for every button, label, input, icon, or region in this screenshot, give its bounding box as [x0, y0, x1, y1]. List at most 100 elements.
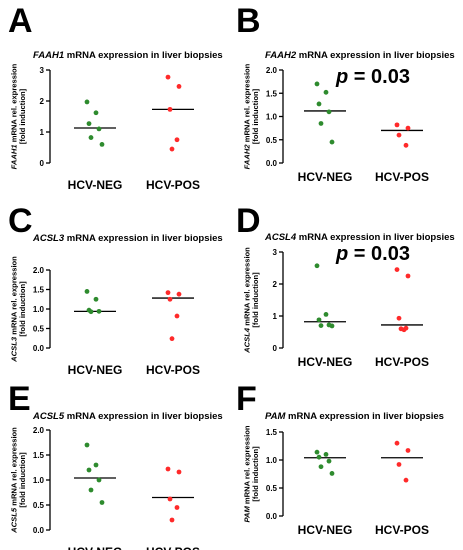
x-category-label: HCV-POS	[146, 178, 200, 192]
data-point	[326, 458, 332, 464]
y-axis-label-line2: [fold induction]	[251, 446, 260, 502]
y-tick-label: 1.0	[266, 456, 278, 465]
y-axis-label-line1: FAAH1 mRNA rel. expression	[9, 63, 18, 169]
data-point	[93, 296, 99, 302]
data-point	[165, 290, 171, 296]
y-axis-label: ACSL4 mRNA rel. expression[fold inductio…	[242, 247, 260, 354]
data-point	[396, 462, 402, 467]
data-point	[318, 121, 324, 126]
y-tick-label: 0.0	[266, 159, 278, 168]
y-tick-label: 0.0	[266, 512, 278, 521]
y-tick-label: 1.0	[33, 305, 45, 314]
ylabel-text: mRNA rel. expression	[9, 256, 18, 337]
data-point	[176, 291, 182, 297]
data-point	[96, 308, 102, 314]
y-tick-label: 0.5	[33, 325, 45, 334]
data-point	[318, 464, 324, 470]
data-point	[323, 89, 329, 95]
y-axis-label-line2: [fold induction]	[18, 281, 27, 337]
data-point	[84, 99, 90, 105]
data-point	[329, 323, 335, 329]
y-tick-label: 2	[40, 97, 45, 106]
y-tick-label: 2.0	[266, 66, 278, 75]
data-point	[329, 139, 335, 145]
panel-letter: E	[8, 380, 31, 418]
data-point	[394, 267, 400, 272]
y-tick-label: 0	[40, 159, 45, 168]
p-value-text: = 0.03	[348, 243, 410, 265]
title-gene: ACSL5	[32, 411, 65, 422]
y-tick-label: 0.0	[33, 526, 45, 535]
panel-letter: A	[8, 2, 33, 40]
data-point	[165, 74, 171, 80]
data-point	[174, 313, 180, 319]
data-point	[405, 273, 411, 279]
y-axis-label-line2: [fold induction]	[251, 272, 260, 328]
panel-letter: B	[236, 2, 261, 40]
y-tick-label: 2	[273, 280, 278, 289]
title-text: mRNA expression in liver biopsies	[64, 50, 223, 61]
data-point	[314, 81, 320, 87]
y-tick-label: 1.5	[33, 451, 45, 460]
y-axis-label-line1: ACSL4 mRNA rel. expression	[242, 247, 251, 354]
data-point	[93, 462, 99, 468]
data-point	[99, 500, 105, 505]
panel-c: C ACSL3 mRNA expression in liver biopsies…	[8, 202, 223, 377]
ylabel-gene: PAM	[242, 506, 251, 523]
title-gene: ACSL4	[264, 232, 297, 243]
ylabel-text: mRNA rel. expression	[9, 427, 18, 508]
ylabel-text: mRNA rel. expression	[242, 247, 251, 328]
data-point	[176, 84, 182, 89]
panel-title: FAAH2 mRNA expression in liver biopsies	[265, 50, 455, 61]
data-point	[169, 517, 175, 523]
y-tick-label: 2.0	[33, 266, 45, 275]
title-gene: FAAH2	[265, 50, 297, 61]
y-tick-label: 1	[40, 128, 45, 137]
x-category-label: HCV-NEG	[298, 523, 353, 537]
data-point	[169, 146, 175, 152]
data-point	[396, 315, 402, 321]
y-tick-label: 1.0	[266, 113, 278, 122]
title-gene: FAAH1	[33, 50, 64, 61]
title-text: mRNA expression in liver biopsies	[64, 233, 223, 244]
data-point	[316, 101, 322, 107]
ylabel-gene: ACSL3	[9, 336, 18, 363]
y-tick-label: 3	[273, 248, 278, 257]
data-point	[99, 142, 105, 147]
ylabel-gene: FAAH1	[9, 144, 18, 169]
y-tick-label: 0.5	[266, 136, 278, 145]
y-tick-label: 2.0	[33, 426, 45, 435]
data-point	[174, 137, 180, 143]
panel-d: D ACSL4 mRNA expression in liver biopsies…	[236, 202, 455, 369]
data-point	[84, 442, 90, 448]
p-value-annotation: p = 0.03	[335, 66, 410, 88]
title-text: mRNA expression in liver biopsies	[296, 232, 455, 243]
y-tick-label: 0.0	[33, 344, 45, 353]
data-point	[165, 466, 171, 472]
data-point	[401, 327, 407, 333]
y-tick-label: 1.5	[266, 89, 278, 98]
y-tick-label: 1.5	[33, 286, 45, 295]
x-category-label: HCV-POS	[146, 363, 200, 377]
data-point	[314, 263, 320, 269]
title-text: mRNA expression in liver biopsies	[64, 411, 223, 422]
y-axis-label-line1: ACSL5 mRNA rel. expression	[9, 427, 18, 534]
data-point	[403, 142, 409, 148]
x-category-label: HCV-NEG	[68, 178, 123, 192]
y-axis-label: ACSL3 mRNA rel. expression[fold inductio…	[9, 256, 27, 363]
y-axis-label: FAAH1 mRNA rel. expression[fold inductio…	[9, 63, 27, 169]
data-point	[326, 109, 332, 115]
y-axis-label-line2: [fold induction]	[251, 88, 260, 144]
data-point	[396, 132, 402, 138]
panel-letter: D	[236, 202, 261, 240]
data-point	[174, 505, 180, 510]
y-tick-label: 0	[273, 344, 278, 353]
y-tick-label: 1	[273, 312, 278, 321]
data-point	[96, 126, 102, 132]
data-point	[86, 121, 92, 127]
x-category-label: HCV-POS	[375, 170, 429, 184]
ylabel-gene: FAAH2	[242, 144, 251, 170]
y-tick-label: 1.0	[33, 476, 45, 485]
ylabel-text: mRNA rel. expression	[242, 425, 251, 506]
panel-title: ACSL3 mRNA expression in liver biopsies	[32, 233, 223, 244]
